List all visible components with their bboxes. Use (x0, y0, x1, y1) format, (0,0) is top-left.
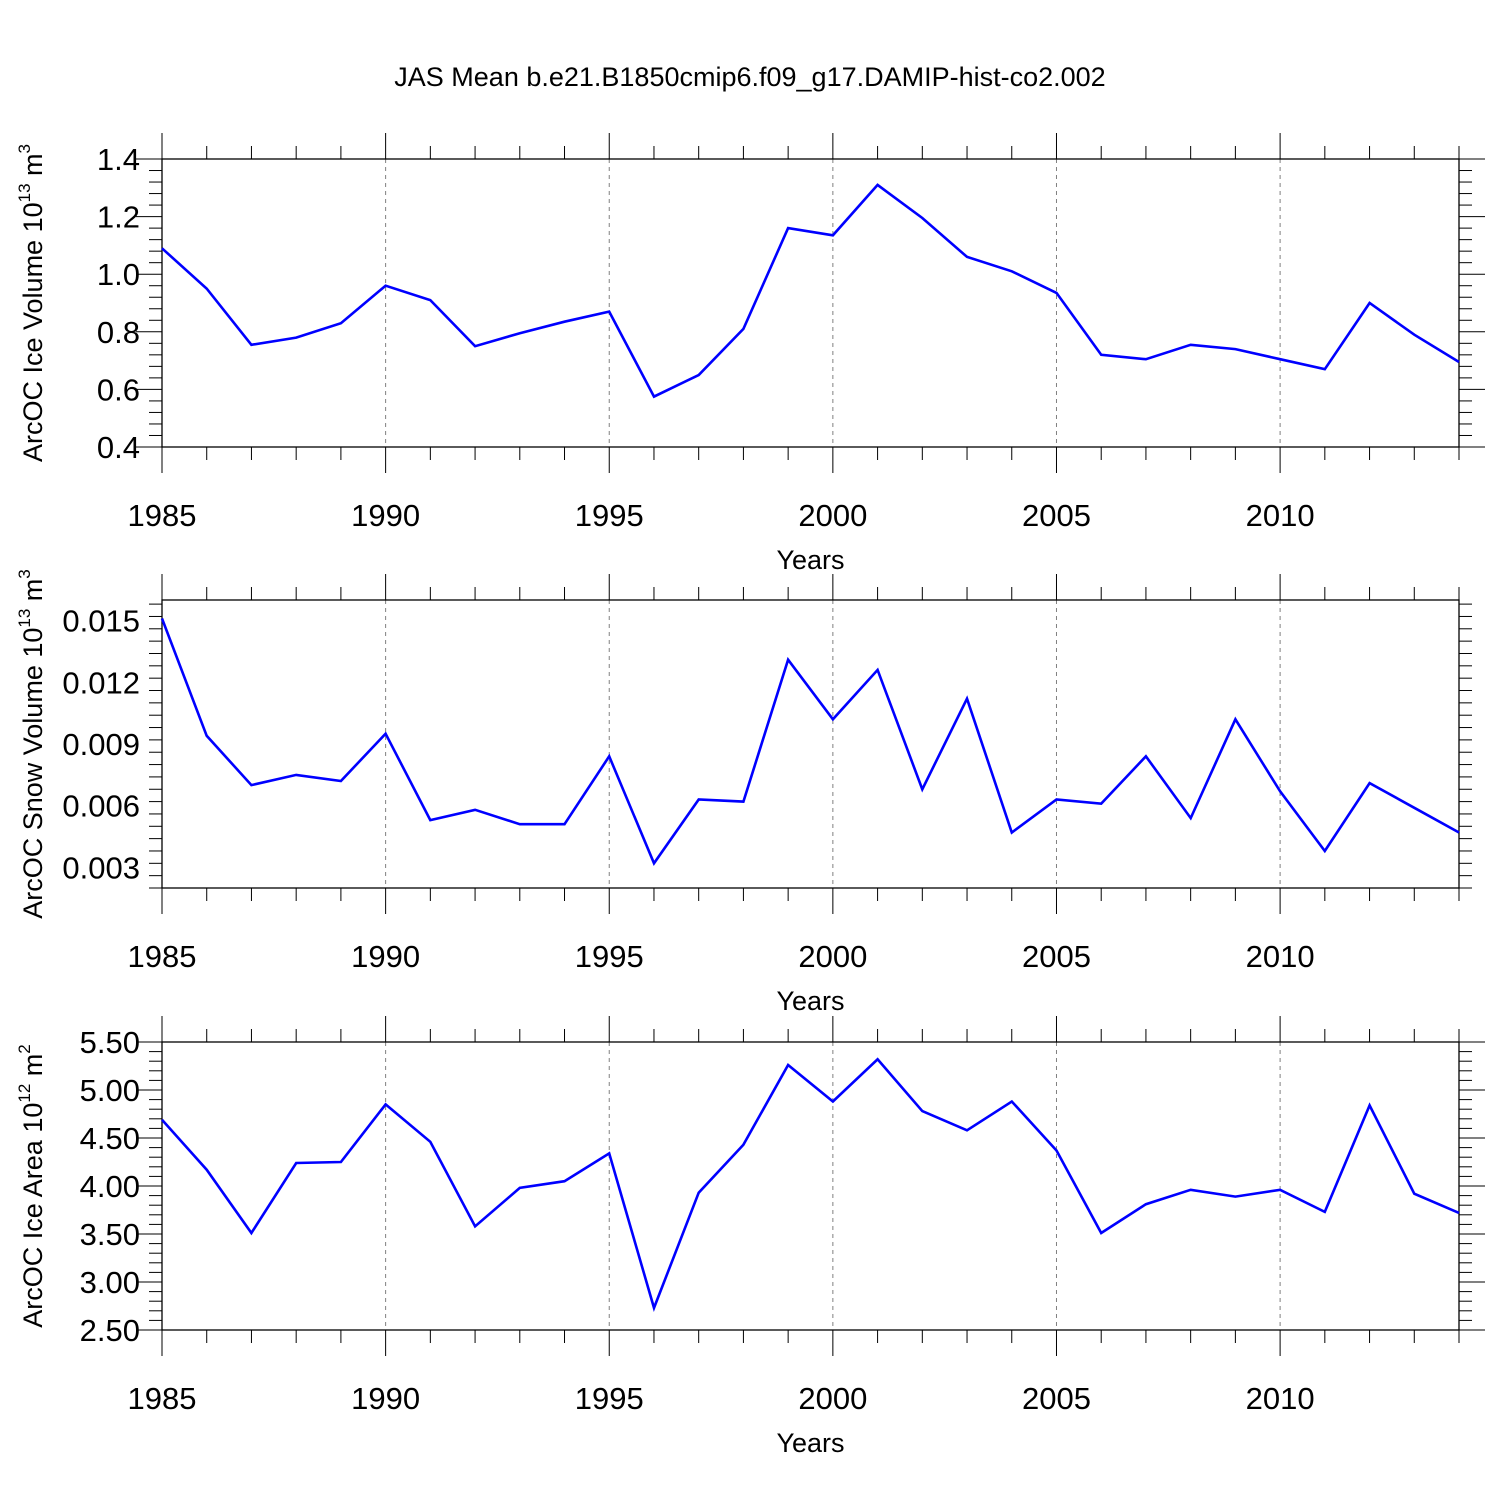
x-tick-label: 2010 (1246, 939, 1315, 974)
plot-frame (161, 158, 1460, 448)
y-axis-label: ArcOC Ice Area 1012 m2 (15, 1044, 48, 1328)
x-tick-label: 2000 (798, 1381, 867, 1416)
x-tick-label: 1990 (351, 498, 420, 533)
y-tick-label: 0.015 (62, 604, 140, 639)
x-tick-label: 2000 (798, 498, 867, 533)
y-tick-label: 1.2 (97, 200, 140, 235)
x-tick-label: 1995 (575, 498, 644, 533)
chart-panel-1: 0.4 0.6 0.8 1.0 1.2 1.4 1985 1990 1995 2000 2005 20… (15, 133, 1485, 575)
series-line (161, 1057, 1460, 1312)
y-tick-label: 0.8 (97, 315, 140, 350)
x-tick-label: 2010 (1246, 498, 1315, 533)
chart-panel-2: 0.003 0.006 0.009 0.012 0.015 1985 1990 1995 200… (15, 569, 1472, 1016)
chart-title: JAS Mean b.e21.B1850cmip6.f09_g17.DAMIP-… (394, 62, 1106, 92)
x-tick-label: 1995 (575, 1381, 644, 1416)
y-tick-label: 5.50 (80, 1025, 140, 1060)
x-tick-label: 1990 (351, 1381, 420, 1416)
y-tick-label: 4.00 (80, 1169, 140, 1204)
y-tick-label: 0.012 (62, 665, 140, 700)
y-tick-label: 0.6 (97, 372, 140, 407)
y-tick-label: 2.50 (80, 1313, 140, 1348)
x-axis-label: Years (776, 986, 844, 1016)
chart-panel-3: 2.50 3.00 3.50 4.00 4.50 5.00 5.50 1985 1990 1995… (15, 1016, 1485, 1458)
y-axis-label: ArcOC Snow Volume 1013 m3 (15, 569, 48, 919)
y-tick-label: 1.4 (97, 142, 140, 177)
x-tick-label: 1995 (575, 939, 644, 974)
x-axis-label: Years (776, 1428, 844, 1458)
x-tick-label: 2000 (798, 939, 867, 974)
x-axis-label: Years (776, 545, 844, 575)
x-tick-label: 2005 (1022, 498, 1091, 533)
x-tick-label: 2010 (1246, 1381, 1315, 1416)
y-tick-label: 0.4 (97, 430, 140, 465)
series-line (161, 183, 1460, 399)
plot-frame (161, 1041, 1460, 1331)
plot-frame (161, 599, 1460, 889)
y-tick-label: 4.50 (80, 1121, 140, 1156)
x-tick-label: 1985 (128, 939, 197, 974)
x-tick-label: 2005 (1022, 1381, 1091, 1416)
y-tick-label: 3.00 (80, 1265, 140, 1300)
y-tick-label: 3.50 (80, 1217, 140, 1252)
x-tick-label: 1985 (128, 1381, 197, 1416)
y-tick-label: 1.0 (97, 257, 140, 292)
y-tick-label: 0.003 (62, 850, 140, 885)
x-tick-label: 1990 (351, 939, 420, 974)
x-tick-label: 2005 (1022, 939, 1091, 974)
series-line (160, 618, 1460, 866)
y-tick-label: 5.00 (80, 1073, 140, 1108)
y-axis-label: ArcOC Ice Volume 1013 m3 (15, 144, 48, 462)
y-tick-label: 0.009 (62, 727, 140, 762)
x-tick-label: 1985 (128, 498, 197, 533)
y-tick-label: 0.006 (62, 789, 140, 824)
